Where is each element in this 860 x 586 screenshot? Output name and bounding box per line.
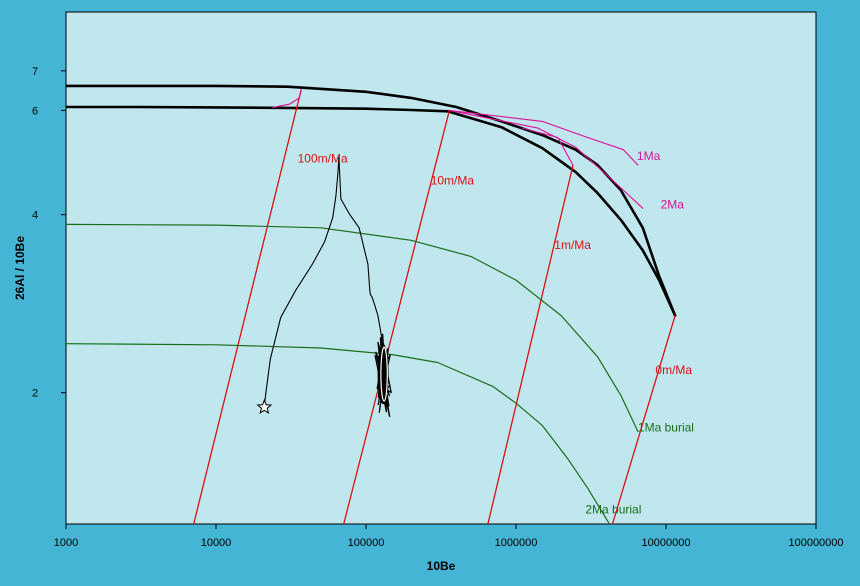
plot-area	[66, 12, 816, 524]
x-tick-label: 10000	[201, 537, 232, 549]
y-tick-label: 4	[32, 210, 38, 222]
annotation-1m-ma: 1m/Ma	[554, 238, 591, 252]
x-tick-label: 100000	[348, 537, 385, 549]
x-tick-label: 1000000	[495, 537, 538, 549]
annotation-10m-ma: 10m/Ma	[431, 173, 475, 187]
x-axis-title: 10Be	[427, 559, 456, 573]
annotation-0m-ma: 0m/Ma	[655, 363, 692, 377]
y-tick-label: 6	[32, 105, 38, 117]
x-tick-label: 1000	[54, 537, 78, 549]
annotation-1ma-burial: 1Ma burial	[638, 420, 694, 434]
annotation-2ma: 2Ma	[661, 197, 685, 211]
annotation-1ma: 1Ma	[637, 149, 661, 163]
x-tick-label: 10000000	[642, 537, 691, 549]
y-axis-title: 26Al / 10Be	[13, 236, 27, 300]
y-tick-label: 2	[32, 388, 38, 400]
y-tick-label: 7	[32, 66, 38, 78]
annotation-100m-ma: 100m/Ma	[298, 151, 348, 165]
annotation-2ma-burial: 2Ma burial	[585, 503, 641, 517]
x-tick-label: 100000000	[788, 537, 843, 549]
